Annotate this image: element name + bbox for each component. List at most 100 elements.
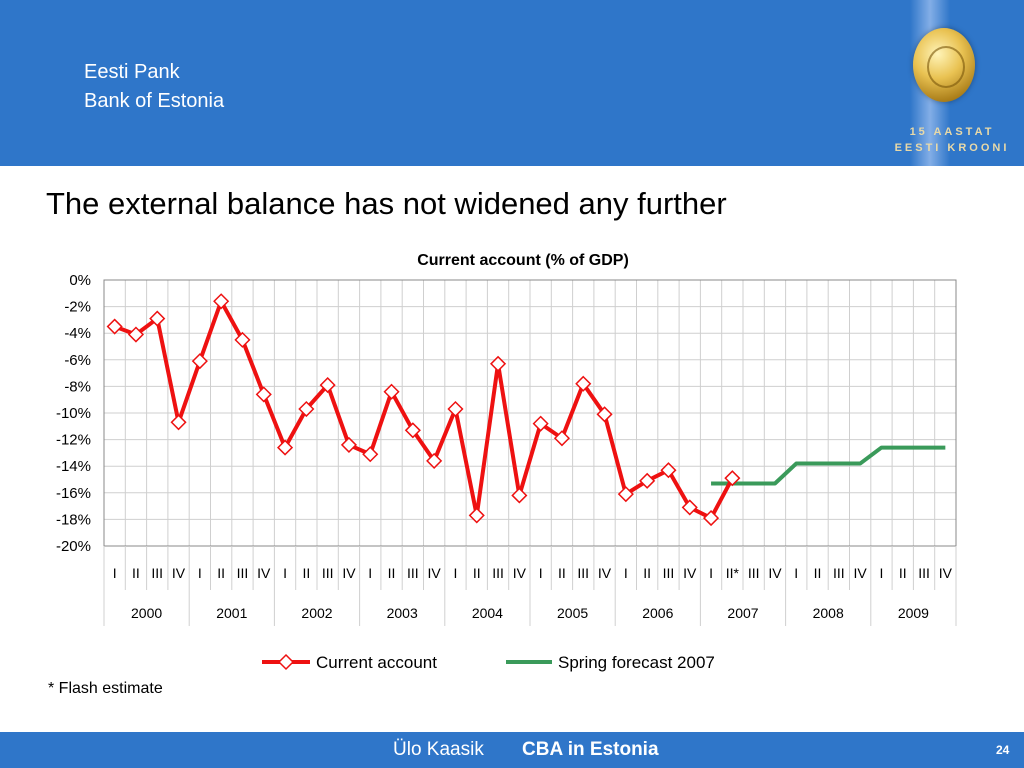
chart-title: Current account (% of GDP) — [417, 252, 629, 269]
logo-text-line2: EESTI KROONI — [894, 142, 1010, 154]
data-point-current-account — [617, 486, 634, 503]
x-tick-label-quarter: III — [833, 565, 845, 581]
data-point-current-account — [298, 400, 315, 418]
x-tick-label-year: 2009 — [898, 605, 929, 621]
x-tick-label-quarter: I — [283, 565, 287, 581]
x-tick-label-quarter: IV — [172, 565, 186, 581]
legend-marker-current-account — [277, 653, 295, 671]
x-tick-label-quarter: III — [663, 565, 675, 581]
y-tick-label: -16% — [56, 485, 91, 502]
data-point-current-account — [149, 310, 166, 327]
data-point-current-account — [106, 318, 123, 335]
x-tick-label-year: 2003 — [387, 605, 418, 621]
x-tick-label-quarter: IV — [257, 565, 271, 581]
data-point-current-account — [702, 510, 720, 527]
x-tick-label-quarter: II — [643, 565, 651, 581]
x-tick-label-quarter: IV — [428, 565, 442, 581]
data-point-current-account — [404, 422, 421, 439]
x-tick-label-year: 2007 — [727, 605, 758, 621]
x-tick-label-year: 2000 — [131, 605, 162, 621]
data-point-current-account — [383, 383, 400, 400]
x-tick-label-year: 2006 — [642, 605, 673, 621]
x-tick-label-quarter: III — [407, 565, 419, 581]
x-tick-label-quarter: IV — [768, 565, 782, 581]
x-tick-label-quarter: I — [880, 565, 884, 581]
data-point-current-account — [447, 400, 464, 418]
x-tick-label-quarter: I — [198, 565, 202, 581]
y-tick-label: -2% — [64, 299, 91, 316]
current-account-chart: Current account (% of GDP) 0% -2% -4% -6% -8%… — [56, 252, 957, 672]
y-tick-label: -18% — [56, 511, 91, 528]
x-tick-label-year: 2005 — [557, 605, 588, 621]
x-tick-label-quarter: III — [492, 565, 504, 581]
x-tick-label-quarter: III — [577, 565, 589, 581]
x-tick-label-quarter: I — [368, 565, 372, 581]
x-tick-label-quarter: IV — [939, 565, 953, 581]
data-point-current-account — [426, 452, 443, 469]
x-tick-label-quarter: II — [473, 565, 481, 581]
y-tick-label: -20% — [56, 538, 91, 555]
x-tick-label-quarter: IV — [513, 565, 527, 581]
x-tick-label-quarter: I — [454, 565, 458, 581]
x-tick-label-quarter: II* — [726, 565, 740, 581]
x-tick-label-quarter: I — [624, 565, 628, 581]
x-tick-label-quarter: IV — [598, 565, 612, 581]
x-tick-label-year: 2002 — [301, 605, 332, 621]
x-tick-label-quarter: III — [322, 565, 334, 581]
data-point-current-account — [532, 415, 549, 432]
flash-estimate-note: * Flash estimate — [48, 680, 163, 697]
x-tick-label-quarter: II — [558, 565, 566, 581]
legend-label-current-account: Current account — [316, 653, 437, 672]
data-point-current-account — [468, 507, 485, 524]
y-tick-label: 0% — [69, 272, 91, 289]
data-point-current-account — [127, 326, 145, 343]
data-point-current-account — [170, 414, 187, 431]
data-point-current-account — [234, 331, 251, 348]
footer-author: Ülo Kaasik — [393, 739, 484, 760]
x-tick-label-quarter: IV — [342, 565, 356, 581]
data-point-current-account — [213, 293, 230, 310]
data-point-current-account — [319, 377, 336, 394]
y-tick-label: -10% — [56, 405, 91, 422]
data-point-current-account — [660, 462, 677, 479]
x-tick-label-quarter: I — [709, 565, 713, 581]
x-tick-label-quarter: IV — [683, 565, 697, 581]
data-point-current-account — [575, 375, 592, 392]
data-point-current-account — [489, 355, 507, 372]
data-point-current-account — [553, 430, 571, 447]
data-point-current-account — [191, 353, 208, 370]
data-point-current-account — [340, 436, 358, 453]
x-tick-label-quarter: II — [302, 565, 310, 581]
data-point-current-account — [511, 487, 528, 504]
x-tick-label-quarter: II — [388, 565, 396, 581]
x-tick-label-quarter: III — [748, 565, 760, 581]
x-tick-label-year: 2004 — [472, 605, 503, 621]
y-tick-label: -14% — [56, 458, 91, 475]
y-tick-label: -6% — [64, 352, 91, 369]
data-point-current-account — [596, 406, 613, 423]
kroon-anniversary-logo: 15 AASTAT EESTI KROONI — [880, 0, 1024, 166]
org-name-english: Bank of Estonia — [84, 90, 225, 112]
x-tick-label-quarter: II — [814, 565, 822, 581]
x-tick-label-year: 2001 — [216, 605, 247, 621]
data-point-current-account — [255, 386, 272, 403]
legend-label-spring-forecast: Spring forecast 2007 — [558, 653, 715, 672]
x-tick-label-quarter: II — [132, 565, 140, 581]
x-tick-label-quarter: II — [217, 565, 225, 581]
x-tick-label-quarter: II — [899, 565, 907, 581]
x-tick-label-year: 2008 — [813, 605, 844, 621]
data-point-current-account — [276, 439, 294, 456]
data-point-current-account — [362, 446, 379, 463]
x-tick-label-quarter: I — [794, 565, 798, 581]
data-point-current-account — [639, 472, 656, 489]
org-name-estonian: Eesti Pank — [84, 61, 180, 83]
coin-icon — [913, 28, 975, 102]
footer-presentation-title: CBA in Estonia — [522, 739, 659, 760]
header-bar: Eesti Pank Bank of Estonia 15 AASTAT EES… — [0, 0, 1024, 166]
x-tick-label-quarter: III — [237, 565, 249, 581]
page-number: 24 — [996, 743, 1010, 757]
x-tick-label-quarter: IV — [854, 565, 868, 581]
y-tick-label: -12% — [56, 432, 91, 449]
organization-name: Eesti Pank Bank of Estonia — [84, 58, 224, 116]
y-tick-label: -4% — [64, 325, 91, 342]
